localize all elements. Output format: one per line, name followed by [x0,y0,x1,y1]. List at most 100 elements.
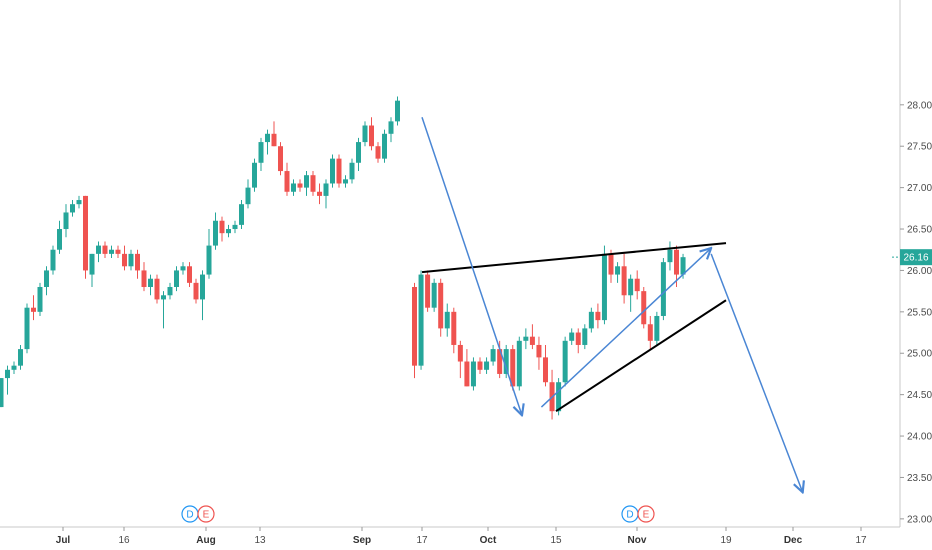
candle[interactable] [621,253,627,304]
candle[interactable] [438,278,444,337]
candle[interactable] [529,324,535,350]
candle[interactable] [167,282,173,300]
candle[interactable] [50,245,56,275]
trend-line-projection-arrow[interactable] [710,253,803,492]
candle[interactable] [161,291,166,329]
candle[interactable] [148,274,153,296]
candle[interactable] [582,324,588,350]
candle[interactable] [102,241,108,259]
candle[interactable] [193,278,199,304]
event-marker-d[interactable]: D [621,505,639,523]
candle[interactable] [96,241,101,263]
candle[interactable] [349,158,355,184]
candle[interactable] [536,336,542,370]
candle[interactable] [219,216,225,242]
candle[interactable] [375,142,381,163]
candle[interactable] [588,307,594,333]
candle[interactable] [336,154,342,188]
candle[interactable] [141,262,147,292]
candle[interactable] [278,142,283,176]
candle[interactable] [510,344,516,391]
trend-line-rise-arrow[interactable] [540,248,711,408]
candle[interactable] [310,171,316,196]
candle[interactable] [382,129,387,163]
candle[interactable] [660,258,666,321]
candle[interactable] [490,344,496,366]
candle[interactable] [24,303,30,354]
candle[interactable] [271,121,277,147]
candle[interactable] [425,270,431,312]
candle[interactable] [109,245,114,259]
candle[interactable] [628,274,634,312]
candle[interactable] [89,253,95,287]
candle[interactable] [63,204,69,238]
candle[interactable] [37,282,43,316]
candle[interactable] [418,270,424,370]
candle[interactable] [115,245,121,259]
candle[interactable] [330,154,335,188]
candle[interactable] [200,270,205,321]
candle[interactable] [457,340,463,379]
candle[interactable] [0,378,4,408]
candle[interactable] [343,175,348,188]
candle[interactable] [44,266,49,296]
candle[interactable] [258,137,264,172]
trend-line-drop-arrow[interactable] [421,116,522,415]
candle[interactable] [470,357,476,391]
candle[interactable] [654,311,660,345]
candle[interactable] [451,307,457,354]
candle[interactable] [503,344,509,379]
candle[interactable] [634,270,640,300]
candle[interactable] [615,262,621,283]
candle[interactable] [5,365,10,395]
event-marker-e[interactable]: E [197,505,215,523]
candle[interactable] [641,286,647,329]
candle[interactable] [252,158,257,192]
candle[interactable] [284,162,290,196]
candle[interactable] [317,183,322,205]
candle[interactable] [484,357,490,374]
candle[interactable] [562,336,568,387]
candle[interactable] [206,229,212,279]
candle[interactable] [304,171,309,196]
candle[interactable] [601,245,607,325]
candle[interactable] [291,179,296,196]
candle[interactable] [667,241,673,271]
candle[interactable] [388,117,394,143]
candle[interactable] [323,179,329,209]
candle[interactable] [356,137,361,172]
candle[interactable] [187,262,192,287]
candle[interactable] [595,303,601,329]
trend-line-wedge-bottom[interactable] [555,299,727,413]
event-marker-e[interactable]: E [637,505,655,523]
candle[interactable] [444,303,450,337]
candle[interactable] [477,357,483,374]
candle[interactable] [18,344,23,370]
candle[interactable] [154,274,160,304]
event-marker-d[interactable]: D [181,505,199,523]
candle[interactable] [226,224,231,238]
candle[interactable] [412,282,417,379]
candle[interactable] [362,121,368,147]
candle[interactable] [523,328,529,350]
candle[interactable] [122,245,127,271]
candle[interactable] [135,249,140,279]
candle[interactable] [369,117,374,151]
candle[interactable] [76,195,82,209]
candle[interactable] [11,361,17,374]
candle[interactable] [232,220,238,234]
candle[interactable] [128,249,134,271]
candle[interactable] [395,96,400,126]
candle[interactable] [70,200,75,217]
candle[interactable] [174,266,179,292]
candle[interactable] [575,328,581,354]
candle[interactable] [608,249,614,283]
candle[interactable] [180,262,186,275]
candle[interactable] [569,328,575,345]
candle[interactable] [57,220,62,254]
candle[interactable] [213,212,218,250]
candle[interactable] [245,179,251,209]
candle[interactable] [265,129,270,155]
candle[interactable] [239,200,244,230]
